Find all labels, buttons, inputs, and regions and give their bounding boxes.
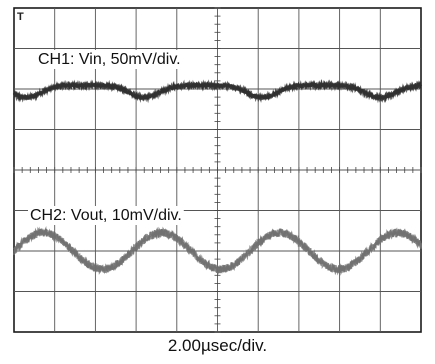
x-axis-label: 2.00µsec/div. — [167, 336, 268, 355]
channel-labels: CH1: Vin, 50mV/div. CH2: Vout, 10mV/div. — [28, 50, 184, 225]
trace-ch2 — [13, 226, 422, 276]
trace-line — [13, 226, 422, 276]
channel-label-ch1: CH1: Vin, 50mV/div. — [38, 51, 181, 68]
label-background — [28, 206, 184, 225]
trigger-marker-icon: T — [17, 11, 24, 23]
trace-ch1 — [12, 79, 423, 104]
channel-label-ch2: CH2: Vout, 10mV/div. — [30, 207, 182, 224]
label-background — [36, 50, 183, 69]
trace-line — [13, 79, 422, 104]
waveform-traces — [12, 79, 423, 276]
